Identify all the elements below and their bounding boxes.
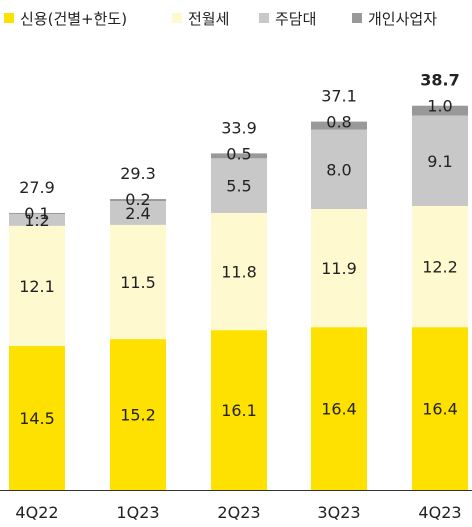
- data-label-credit-4q23: 16.4: [422, 400, 458, 419]
- data-label-mortgage-1q23: 2.4: [125, 204, 150, 223]
- bar-mortgage-4q23: [412, 115, 468, 207]
- total-label-4q22: 27.9: [19, 178, 55, 197]
- bar-jeonse-3q23: [311, 208, 367, 328]
- legend-label-credit: 신용(건별+한도): [20, 9, 128, 28]
- bar-mortgage-2q23: [211, 158, 267, 213]
- legend-swatch-jeonse: [172, 13, 182, 23]
- bar-jeonse-4q22: [9, 225, 65, 347]
- data-label-credit-3q23: 16.4: [321, 400, 357, 419]
- bar-business-2q23: [211, 153, 267, 159]
- bar-mortgage-3q23: [311, 129, 367, 209]
- data-label-jeonse-3q23: 11.9: [321, 259, 357, 278]
- x-tick-label-4q22: 4Q22: [15, 503, 58, 522]
- legend-label-business: 개인사업자: [368, 9, 438, 28]
- bar-jeonse-1q23: [110, 224, 166, 340]
- data-label-business-4q22: 0.1: [24, 204, 49, 223]
- legend-swatch-mortgage: [259, 13, 269, 23]
- bar-jeonse-4q23: [412, 206, 468, 328]
- x-tick-label-4q23: 4Q23: [418, 503, 461, 522]
- data-label-jeonse-2q23: 11.8: [221, 263, 257, 282]
- bar-business-1q23: [110, 199, 166, 202]
- x-tick-label-1q23: 1Q23: [116, 503, 159, 522]
- legend: 신용(건별+한도) 전월세 주담대 개인사업자: [0, 6, 472, 30]
- x-tick-label-3q23: 3Q23: [317, 503, 360, 522]
- legend-item-jeonse: 전월세: [172, 6, 229, 30]
- legend-label-jeonse: 전월세: [188, 9, 230, 28]
- bar-mortgage-4q22: [9, 213, 65, 226]
- data-label-credit-4q22: 14.5: [19, 409, 55, 428]
- data-label-business-3q23: 0.8: [326, 113, 351, 132]
- bar-business-3q23: [311, 121, 367, 130]
- data-label-business-4q23: 1.0: [427, 97, 452, 116]
- legend-item-credit: 신용(건별+한도): [4, 6, 127, 30]
- bar-business-4q23: [412, 105, 468, 116]
- data-label-jeonse-4q22: 12.1: [19, 277, 55, 296]
- bar-credit-4q22: [9, 346, 65, 490]
- legend-swatch-business: [352, 13, 362, 23]
- legend-item-mortgage: 주담대: [259, 6, 316, 30]
- data-label-mortgage-4q23: 9.1: [427, 152, 452, 171]
- legend-label-mortgage: 주담대: [275, 9, 317, 28]
- data-label-credit-1q23: 15.2: [120, 406, 156, 425]
- bar-mortgage-1q23: [110, 201, 166, 225]
- bar-business-4q22: [9, 212, 65, 214]
- data-label-credit-2q23: 16.1: [221, 401, 257, 420]
- x-tick-label-2q23: 2Q23: [217, 503, 260, 522]
- data-label-mortgage-3q23: 8.0: [326, 160, 351, 179]
- legend-swatch-credit: [4, 13, 14, 23]
- legend-item-business: 개인사업자: [352, 6, 437, 30]
- data-label-jeonse-4q23: 12.2: [422, 258, 458, 277]
- data-label-jeonse-1q23: 11.5: [120, 273, 156, 292]
- bar-credit-2q23: [211, 330, 267, 490]
- total-label-1q23: 29.3: [120, 164, 156, 183]
- total-label-4q23: 38.7: [420, 71, 459, 90]
- data-label-business-1q23: 0.2: [125, 190, 150, 209]
- bar-credit-3q23: [311, 327, 367, 490]
- total-label-3q23: 37.1: [321, 87, 357, 106]
- bar-credit-4q23: [412, 327, 468, 490]
- data-label-mortgage-4q22: 1.2: [24, 211, 49, 230]
- bar-jeonse-2q23: [211, 212, 267, 331]
- bar-credit-1q23: [110, 339, 166, 490]
- data-label-business-2q23: 0.5: [226, 144, 251, 163]
- data-label-mortgage-2q23: 5.5: [226, 177, 251, 196]
- total-label-2q23: 33.9: [221, 118, 257, 137]
